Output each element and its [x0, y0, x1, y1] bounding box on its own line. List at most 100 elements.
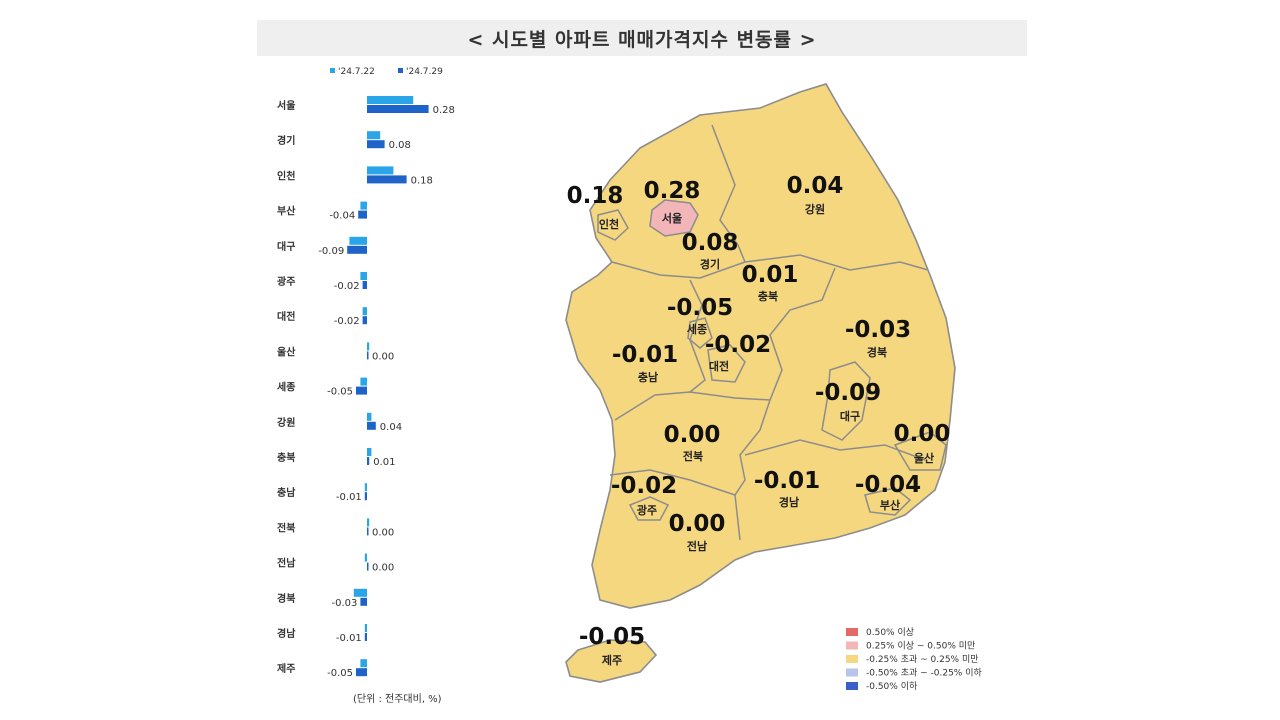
- bar-1: [367, 140, 385, 149]
- bar-0: [360, 201, 367, 210]
- region-name-jeonbuk: 전북: [683, 449, 703, 463]
- value-label: 0.08: [389, 140, 411, 151]
- border-gyeongsang: [734, 399, 771, 541]
- region-value-incheon: 0.18: [567, 183, 624, 209]
- bar-1: [367, 351, 369, 360]
- value-label: 0.00: [372, 351, 394, 362]
- category-label: 대구: [277, 240, 295, 253]
- category-label: 세종: [277, 381, 295, 394]
- bar-0: [364, 553, 367, 562]
- map-legend-label: 0.25% 이상 ~ 0.50% 미만: [866, 641, 975, 652]
- region-name-sejong: 세종: [687, 322, 707, 336]
- value-label: 0.28: [433, 105, 455, 116]
- value-label: -0.05: [327, 387, 353, 398]
- bar-1: [367, 421, 376, 430]
- bar-0: [367, 518, 370, 527]
- unit-note: (단위 : 전주대비, %): [353, 694, 442, 705]
- bar-1: [356, 668, 367, 677]
- bar-0: [353, 588, 367, 597]
- map-legend-label: -0.50% 이하: [866, 681, 918, 692]
- region-value-gwangju: -0.02: [611, 473, 677, 499]
- map-legend-label: 0.50% 이상: [866, 627, 914, 638]
- map-jeju: [565, 639, 658, 683]
- region-name-jeonnam: 전남: [687, 539, 707, 553]
- bar-1: [364, 633, 367, 641]
- border-jeolla-north: [614, 391, 771, 421]
- value-label: -0.05: [327, 668, 353, 679]
- region-name-daejeon: 대전: [709, 359, 729, 373]
- region-name-incheon: 인천: [599, 217, 619, 231]
- bar-1: [367, 562, 369, 571]
- value-label: 0.18: [411, 175, 433, 186]
- region-value-gangwon: 0.04: [787, 173, 844, 199]
- category-label: 충북: [277, 451, 295, 464]
- category-label: 부산: [277, 205, 296, 218]
- region-name-chungnam: 충남: [638, 370, 658, 384]
- value-label: 0.04: [380, 422, 402, 433]
- legend-swatch-0: [330, 68, 335, 73]
- bar-0: [364, 483, 367, 492]
- region-name-jeju: 제주: [602, 653, 622, 667]
- map-legend-swatch: [846, 655, 858, 663]
- category-label: 강원: [277, 416, 295, 429]
- border-jeonbuk-jeonnam: [609, 469, 736, 496]
- category-label: 울산: [277, 345, 296, 358]
- value-label: -0.01: [336, 492, 362, 503]
- legend-label-1: '24.7.29: [406, 67, 443, 77]
- region-value-jeonnam: 0.00: [669, 511, 726, 537]
- region-name-chungbuk: 충북: [758, 289, 778, 303]
- bar-0: [367, 448, 372, 456]
- bar-0: [367, 166, 394, 175]
- category-label: 경남: [277, 627, 296, 640]
- border-ulsan: [893, 431, 947, 471]
- map-shapes: [565, 83, 956, 683]
- legend-swatch-1: [398, 68, 403, 73]
- region-value-chungbuk: 0.01: [742, 262, 799, 288]
- bar-0: [360, 659, 367, 668]
- category-label: 경북: [277, 592, 295, 605]
- category-label: 인천: [277, 169, 295, 182]
- bar-0: [367, 131, 381, 140]
- region-value-jeonbuk: 0.00: [664, 422, 721, 448]
- bar-1: [367, 457, 370, 465]
- region-name-gyeongnam: 경남: [779, 495, 799, 509]
- title-bar: < 시도별 아파트 매매가격지수 변동률 >: [257, 20, 1027, 56]
- border-gwangju: [628, 496, 670, 521]
- bar-0: [364, 624, 367, 632]
- border-sejong: [687, 317, 713, 349]
- border-chungbuk-gyeongbuk: [769, 267, 836, 401]
- region-value-daejeon: -0.02: [705, 332, 771, 358]
- value-label: -0.02: [334, 316, 360, 327]
- region-value-gyeongbuk: -0.03: [845, 317, 911, 343]
- region-name-gangwon: 강원: [805, 202, 825, 216]
- border-busan: [864, 487, 912, 516]
- value-label: 0.00: [372, 527, 394, 538]
- chart-title: < 시도별 아파트 매매가격지수 변동률 >: [467, 28, 817, 51]
- border-gangwon-south: [744, 254, 929, 271]
- bar-0: [349, 236, 367, 245]
- region-value-sejong: -0.05: [667, 295, 733, 321]
- map-legend-swatch: [846, 682, 858, 690]
- category-label: 제주: [277, 662, 295, 675]
- map-legend-swatch: [846, 641, 858, 650]
- region-name-busan: 부산: [880, 498, 900, 512]
- region-name-gyeonggi: 경기: [700, 257, 720, 271]
- bar-0: [360, 377, 367, 386]
- region-value-daegu: -0.09: [815, 380, 881, 406]
- border-incheon: [597, 209, 629, 241]
- value-label: -0.04: [329, 211, 355, 222]
- category-label: 광주: [277, 276, 295, 288]
- value-label: -0.09: [318, 246, 344, 257]
- region-name-daegu: 대구: [840, 409, 860, 423]
- bar-1: [356, 386, 367, 395]
- region-value-gyeongnam: -0.01: [754, 468, 820, 494]
- map-legend: 0.50% 이상 0.25% 이상 ~ 0.50% 미만 -0.25% 초과 ~ 0…: [846, 627, 983, 692]
- map-legend-label: -0.25% 초과 ~ 0.25% 미만: [866, 654, 979, 665]
- category-label: 충남: [277, 486, 296, 499]
- bar-1: [360, 597, 367, 606]
- bar-1: [367, 105, 429, 113]
- bar-1: [358, 210, 367, 219]
- region-name-gwangju: 광주: [637, 504, 657, 517]
